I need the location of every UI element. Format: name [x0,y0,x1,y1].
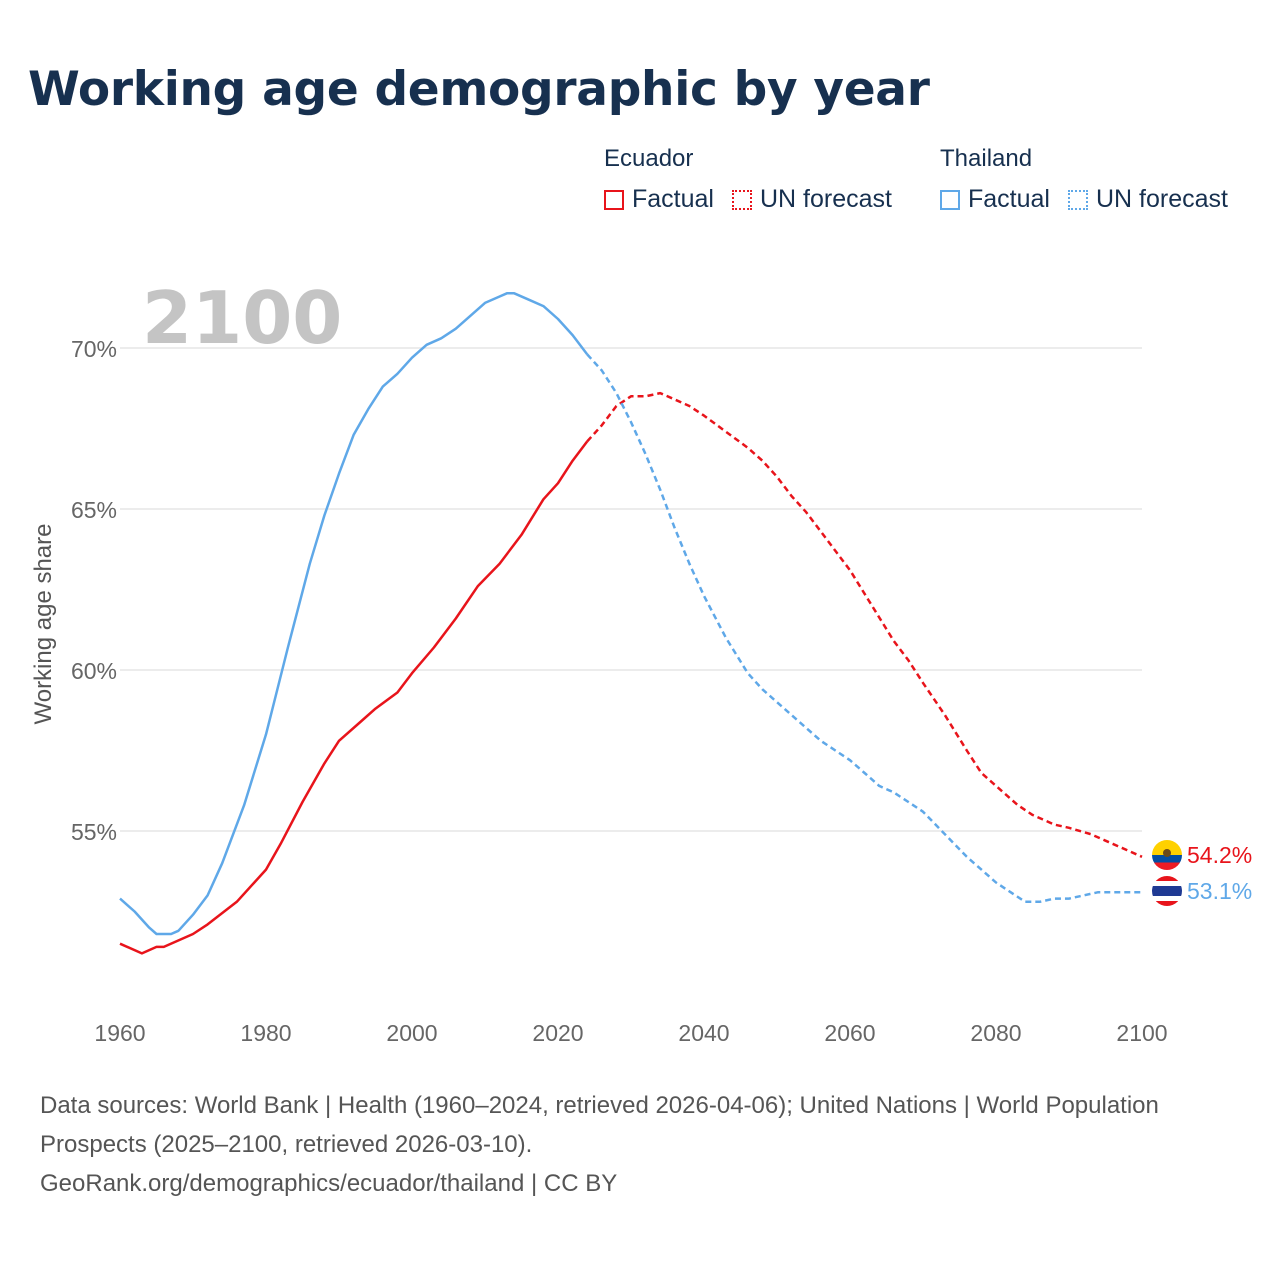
y-axis-label: Working age share [30,524,57,725]
attribution-link[interactable]: GeoRank.org/demographics/ecuador/thailan… [40,1170,618,1197]
x-tick-label: 1960 [94,1020,145,1046]
ecuador-forecast-line [586,391,1143,858]
x-tick-label: 2040 [678,1020,729,1046]
x-tick-label: 2080 [970,1020,1021,1046]
thailand-flag-icon [1152,876,1182,906]
x-tick-label: 2000 [386,1020,437,1046]
year-watermark: 2100 [142,276,342,360]
ecuador-end-label: 54.2% [1187,842,1252,868]
legend-item-ecuador-forecast[interactable]: UN forecast [731,185,892,214]
x-tick-label: 2060 [824,1020,875,1046]
ecuador-factual-line [119,440,589,955]
ecuador-flag-icon [1152,840,1182,870]
legend-item-thailand-forecast[interactable]: UN forecast [1067,185,1228,214]
thailand-factual-line [119,292,589,936]
x-tick-label: 1980 [240,1020,291,1046]
legend-country-name: Thailand [940,145,1033,172]
y-tick-label: 65% [71,497,117,523]
y-tick-label: 55% [71,819,117,845]
legend-swatch-dotted [1067,189,1088,210]
legend-swatch-dotted [731,189,752,210]
legend-group-ecuador: Ecuador Factual UN forecast [604,144,910,214]
legend-swatch-solid [940,189,960,210]
y-tick-label: 60% [71,658,117,684]
legend-label: UN forecast [759,185,892,213]
x-tick-label: 2020 [532,1020,583,1046]
legend-country-name: Ecuador [604,145,694,172]
footer: Data sources: World Bank | Health (1960–… [40,1086,1220,1203]
chart-title: Working age demographic by year [28,62,930,117]
legend-label: Factual [968,185,1050,213]
y-tick-label: 70% [71,336,117,362]
data-sources-text: Data sources: World Bank | Health (1960–… [40,1092,1159,1158]
legend-item-thailand-factual[interactable]: Factual [940,185,1050,214]
thailand-forecast-line [586,353,1142,904]
legend-item-ecuador-factual[interactable]: Factual [604,185,714,214]
legend-swatch-solid [604,189,624,210]
x-tick-label: 2100 [1116,1020,1167,1046]
legend-group-thailand: Thailand Factual UN forecast [940,144,1246,214]
legend-label: Factual [632,185,714,213]
thailand-end-label: 53.1% [1187,878,1252,904]
legend-label: UN forecast [1095,185,1228,213]
